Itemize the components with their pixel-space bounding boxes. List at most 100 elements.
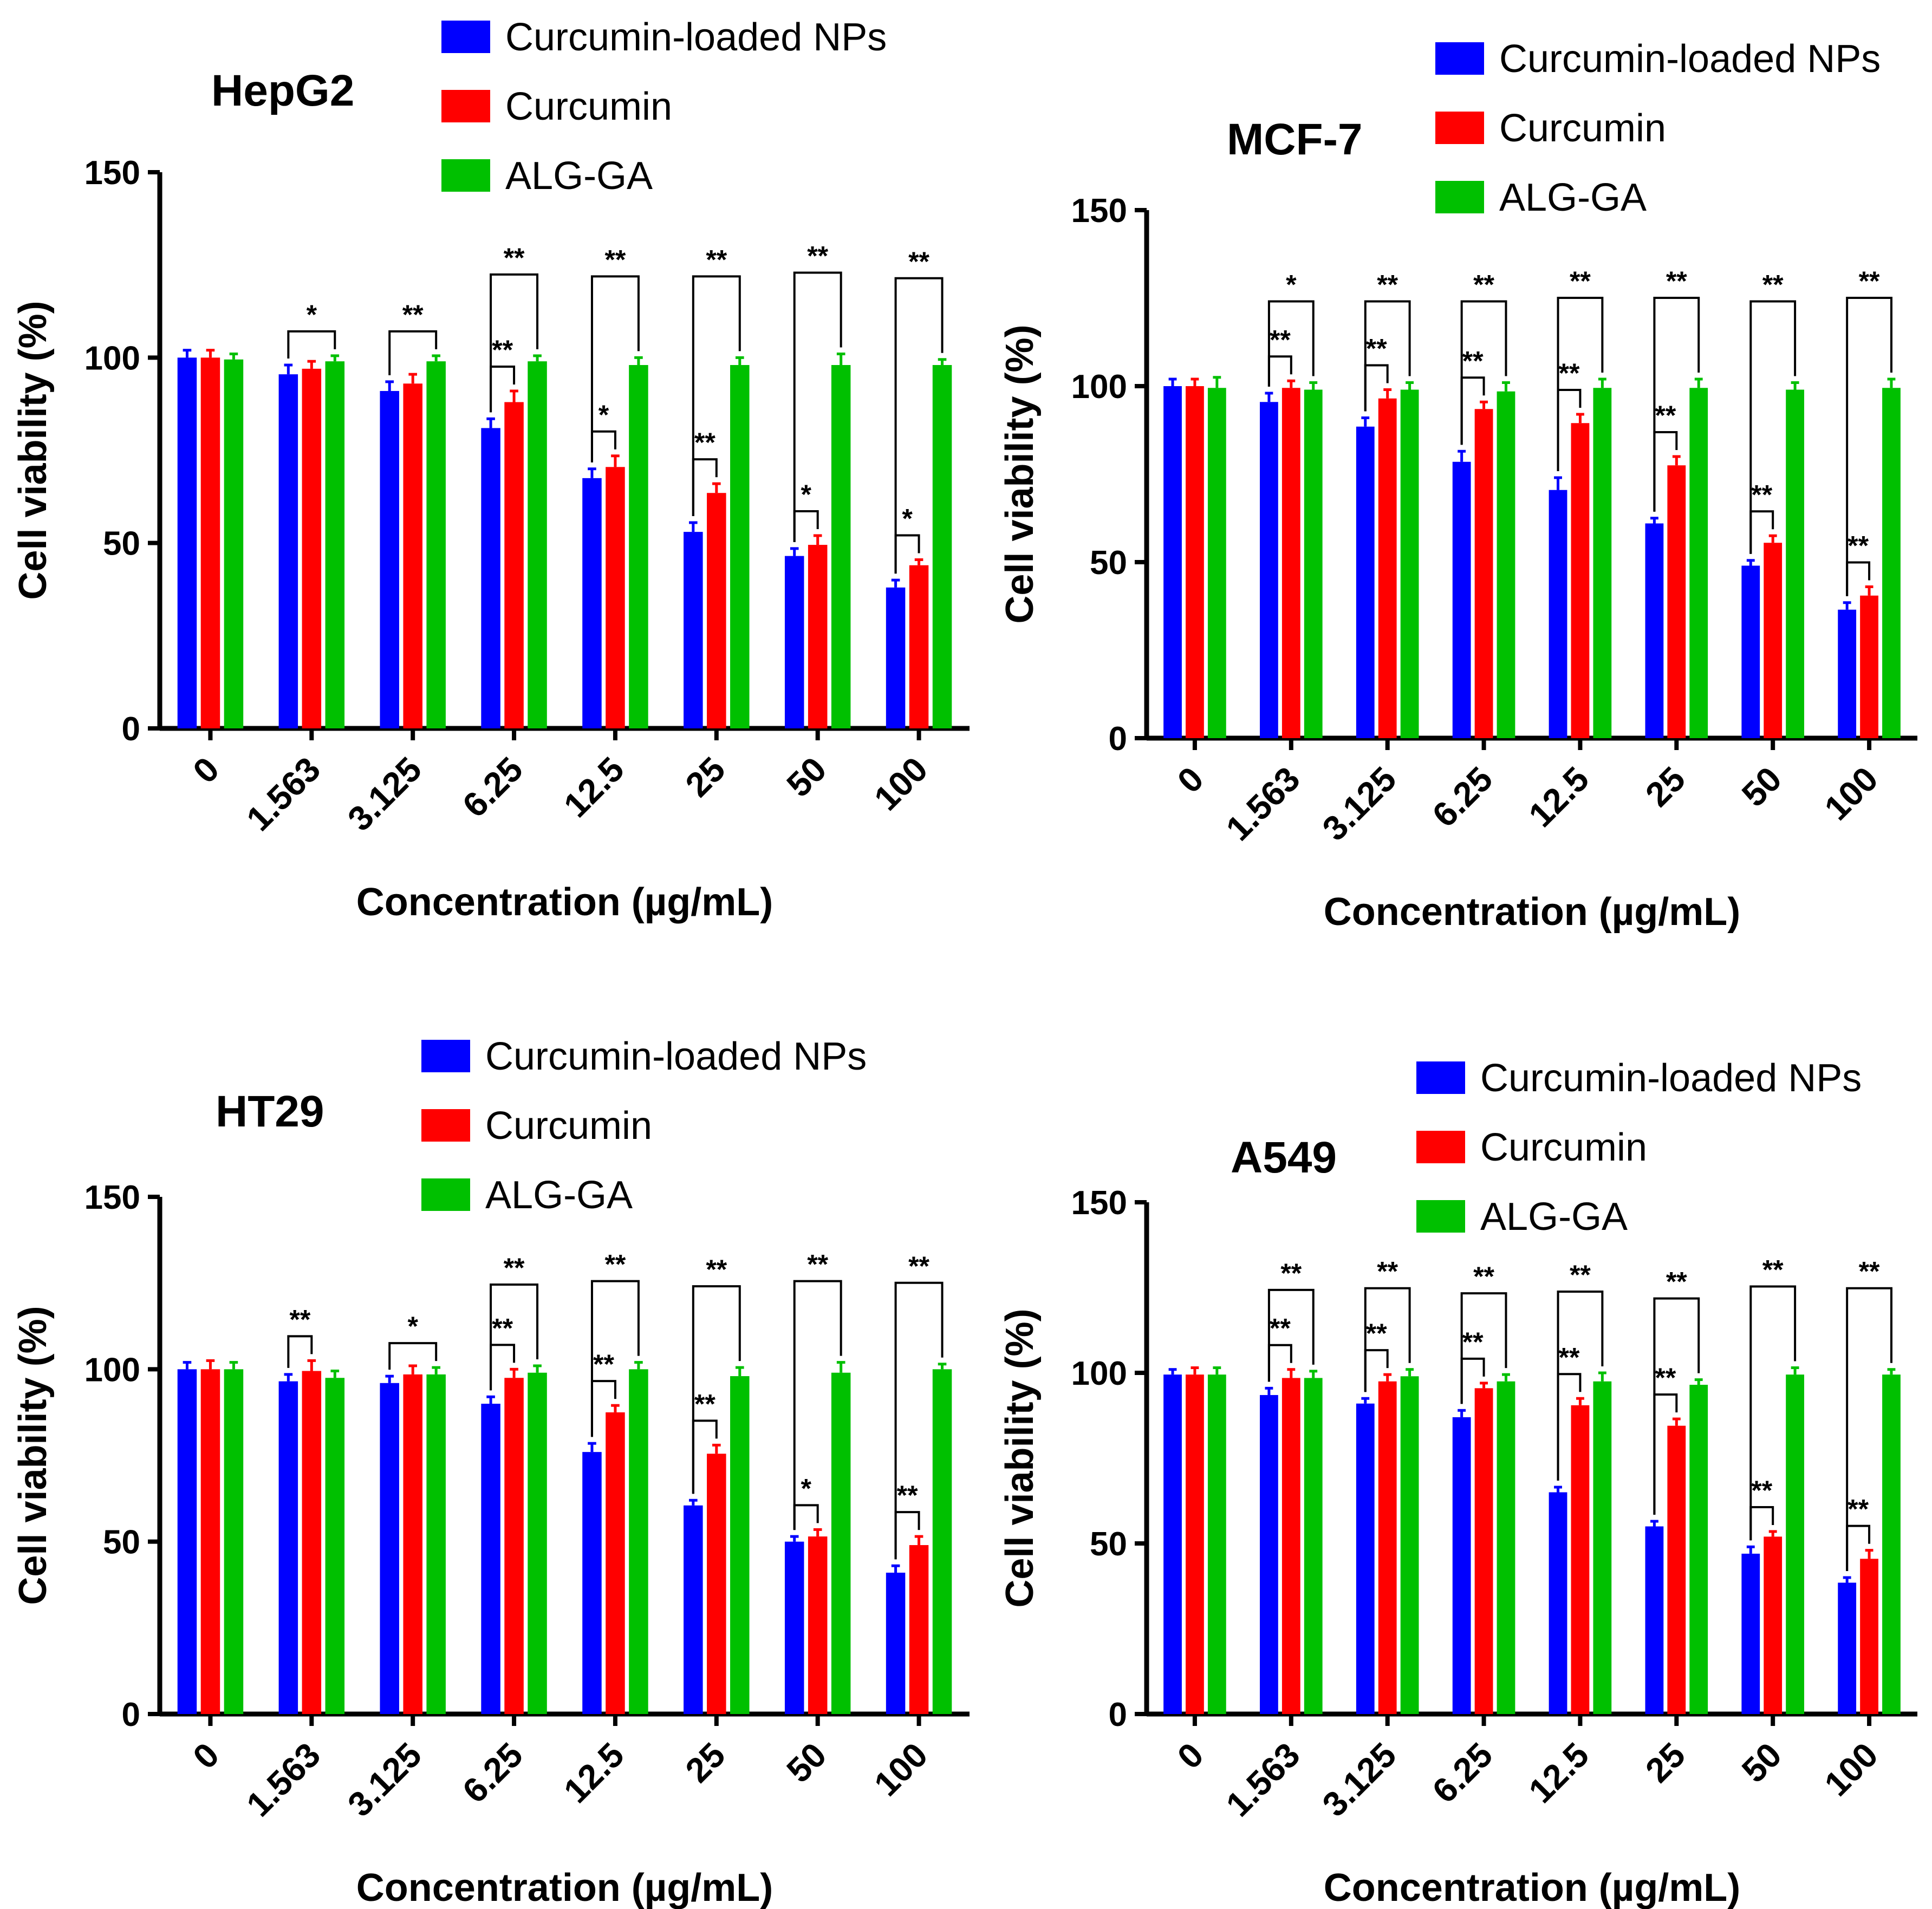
bar: [1356, 426, 1375, 738]
legend-swatch-0: [1416, 1061, 1465, 1094]
bar: [426, 1374, 446, 1714]
legend-label: ALG-GA: [505, 154, 653, 198]
bar: [1860, 595, 1878, 738]
significance-label: **: [908, 246, 929, 277]
bar: [380, 1383, 399, 1714]
significance-label: **: [1473, 1261, 1494, 1292]
legend-swatch-1: [441, 90, 490, 122]
x-tick-label: 0: [1170, 759, 1211, 800]
significance-bracket: [490, 1283, 539, 1391]
bar: [1645, 1526, 1664, 1714]
x-tick-label: 50: [1734, 1735, 1789, 1790]
significance-bracket: [793, 271, 842, 542]
significance-label: **: [402, 299, 424, 330]
x-tick-label: 100: [867, 1735, 935, 1803]
x-tick-label: 25: [1638, 1735, 1693, 1790]
x-tick-label: 6.25: [1424, 759, 1500, 835]
significance-label: **: [807, 240, 828, 271]
bar: [831, 1372, 851, 1714]
significance-label: *: [599, 400, 609, 430]
bar: [831, 365, 851, 728]
bar: [1838, 1582, 1857, 1714]
bar: [224, 1369, 244, 1714]
x-tick-label: 1.563: [239, 1735, 328, 1824]
significance-label: **: [897, 1480, 918, 1510]
bar: [177, 357, 197, 728]
bar: [1282, 388, 1300, 738]
bar: [426, 361, 446, 728]
bar: [177, 1369, 197, 1714]
x-tick-label: 12.5: [1521, 759, 1596, 835]
significance-label: **: [1762, 1255, 1784, 1285]
x-axis-label: Concentration (µg/mL): [1324, 890, 1740, 934]
significance-label: **: [593, 1349, 614, 1379]
significance-label: **: [604, 244, 626, 275]
bar: [1838, 609, 1857, 738]
significance-bracket: [1557, 297, 1604, 471]
legend-swatch-1: [1435, 112, 1484, 144]
chart-title: HT29: [216, 1087, 324, 1136]
significance-label: **: [492, 1313, 513, 1343]
bar: [528, 361, 547, 728]
bar: [481, 1404, 500, 1714]
bar: [325, 361, 345, 728]
significance-label: **: [807, 1249, 828, 1280]
bar: [932, 1369, 952, 1714]
significance-label: **: [1859, 266, 1880, 296]
legend-label: ALG-GA: [1480, 1195, 1628, 1239]
bar: [1497, 391, 1515, 738]
legend-swatch-2: [441, 159, 490, 192]
bar: [1549, 490, 1567, 738]
bar: [730, 365, 750, 728]
y-tick-label: 100: [1071, 368, 1127, 406]
chart-panel-ht29: HT29 Curcumin-loaded NPs Curcumin ALG-GA 0 50…: [11, 1035, 970, 1909]
significance-bracket: [1460, 1292, 1507, 1404]
legend-swatch-0: [441, 21, 490, 53]
significance-label: **: [1559, 1342, 1580, 1372]
significance-label: **: [1762, 270, 1784, 300]
significance-label: **: [1270, 324, 1291, 355]
bar: [1356, 1403, 1375, 1714]
significance-bracket: [692, 1285, 741, 1494]
y-tick-label: 50: [1090, 544, 1127, 582]
significance-label: **: [1655, 400, 1676, 431]
legend-label: Curcumin: [1499, 107, 1666, 150]
bar: [1571, 423, 1590, 738]
significance-label: **: [1366, 1318, 1387, 1348]
bar: [278, 1381, 298, 1714]
significance-bracket: [590, 430, 616, 462]
significance-bracket: [793, 510, 819, 542]
bar: [1593, 1381, 1612, 1714]
bar: [1207, 1374, 1226, 1714]
bar: [1689, 1385, 1708, 1714]
bar: [504, 402, 524, 728]
bar: [1186, 1374, 1204, 1714]
significance-bracket: [1749, 1506, 1774, 1541]
x-axis-label: Concentration (µg/mL): [356, 1866, 773, 1909]
bar: [1497, 1381, 1515, 1714]
significance-bracket: [1364, 1287, 1411, 1392]
x-tick-label: 25: [678, 750, 732, 804]
bar: [629, 365, 648, 728]
significance-label: **: [1666, 1267, 1687, 1297]
legend-swatch-1: [421, 1109, 470, 1142]
significance-bracket: [287, 1335, 313, 1368]
y-tick-label: 150: [1071, 192, 1127, 230]
chart-panel-mcf-7: MCF-7 Curcumin-loaded NPs Curcumin ALG-GA 0 5…: [998, 37, 1917, 934]
bar: [1571, 1405, 1590, 1714]
bar: [278, 374, 298, 728]
significance-bracket: [490, 273, 539, 413]
bar: [1304, 1378, 1323, 1714]
x-tick-label: 6.25: [455, 1735, 530, 1810]
significance-label: *: [801, 1473, 811, 1503]
bar: [1400, 389, 1419, 738]
significance-bracket: [388, 330, 438, 375]
chart-title: HepG2: [211, 66, 354, 115]
bar: [1549, 1492, 1567, 1714]
bar: [504, 1378, 524, 1714]
y-tick-label: 50: [103, 525, 140, 563]
significance-label: *: [1286, 270, 1297, 300]
bar: [325, 1378, 345, 1714]
x-tick-label: 25: [678, 1735, 732, 1790]
bar: [1741, 1553, 1760, 1714]
